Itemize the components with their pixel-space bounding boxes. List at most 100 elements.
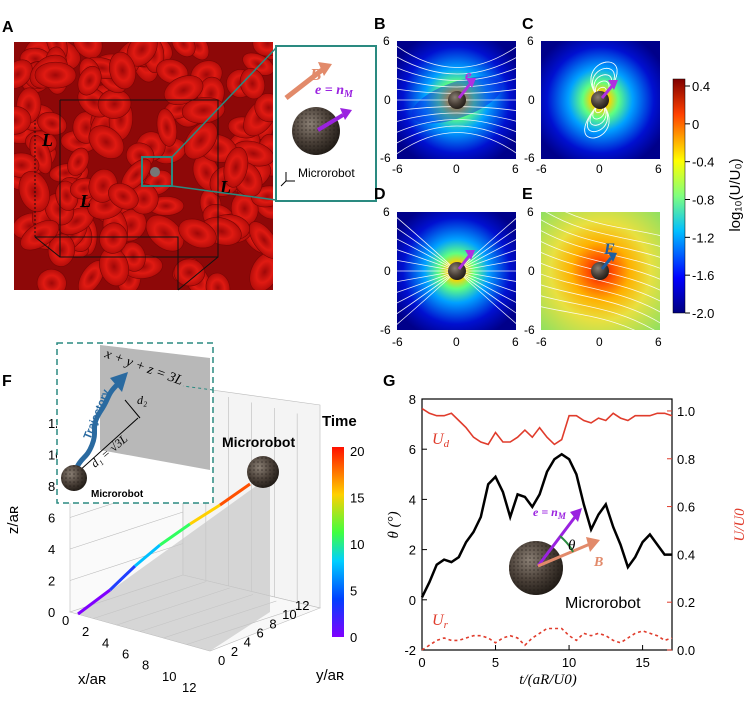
y-tick-right: 1.0 (677, 404, 695, 419)
red-blood-cell (99, 222, 128, 254)
red-blood-cell (14, 59, 33, 89)
label-f-in-e: F (603, 241, 615, 258)
colorbar-tick: 0.4 (692, 79, 710, 94)
y-tick-left: 4 (409, 492, 416, 507)
svg-text:0: 0 (528, 93, 535, 107)
chart-b-label: B (593, 555, 603, 570)
streamline (397, 119, 516, 133)
colorbar-tick: -0.4 (692, 155, 714, 170)
svg-text:-6: -6 (392, 162, 403, 176)
ur-label: Ur (432, 612, 449, 631)
trajectory-segment (219, 482, 251, 507)
panel-label-g: G (383, 373, 395, 390)
robot-in-blood (150, 167, 160, 177)
chart-microrobot-label: Microrobot (565, 595, 641, 612)
panel-label-b: B (374, 16, 386, 33)
y-tick: 2 (231, 644, 238, 659)
chart-xlabel: t/(aR/U0) (519, 672, 577, 688)
red-blood-cell (248, 221, 273, 259)
red-blood-cell (171, 42, 196, 58)
z-tick: 6 (48, 511, 55, 526)
x-tick-g: 5 (492, 655, 499, 670)
trajectory-segment (134, 543, 161, 568)
time-tick: 5 (350, 584, 357, 599)
time-tick: 20 (350, 444, 364, 459)
red-blood-cell (88, 125, 125, 159)
red-blood-cell (108, 183, 139, 210)
trajectory-segment (189, 503, 221, 526)
panel-label-d: D (374, 186, 386, 203)
box-label-l2: L (79, 191, 91, 211)
colorbar-tick: -1.2 (692, 230, 714, 245)
x-tick-g: 10 (562, 655, 576, 670)
series-U_r (421, 627, 673, 651)
svg-text:0: 0 (453, 335, 460, 349)
colorbar-title: log₁₀(U/U₀) (727, 158, 744, 231)
colorbar-tick: -1.6 (692, 268, 714, 283)
microrobot-inset: B e = nM Microrobot (275, 45, 377, 202)
red-blood-cell (67, 147, 90, 176)
streamline (397, 45, 516, 68)
inset-b-label: B (309, 65, 321, 84)
time-colorbar: Time 20 15 10 5 0 (322, 413, 364, 645)
x-tick: 4 (102, 635, 109, 650)
panel-label-a: A (2, 19, 14, 36)
streamline (397, 78, 516, 88)
z-tick: 2 (48, 574, 55, 589)
y-tick-right: 0.4 (677, 547, 695, 562)
red-blood-cell (183, 121, 218, 160)
chart-ylabel-left: θ (°) (386, 511, 402, 538)
x-tick: 0 (62, 613, 69, 628)
x-tick: 12 (182, 680, 196, 695)
red-blood-cell (77, 65, 102, 96)
svg-text:0: 0 (596, 162, 603, 176)
svg-text:6: 6 (527, 205, 534, 219)
svg-text:6: 6 (655, 162, 662, 176)
svg-text:-6: -6 (380, 151, 391, 165)
red-blood-cell (109, 51, 137, 90)
svg-text:6: 6 (383, 205, 390, 219)
svg-text:6: 6 (512, 335, 519, 349)
streamline (541, 262, 660, 302)
rbc-image (14, 42, 273, 290)
streamline (541, 273, 660, 313)
simulation-box (34, 99, 219, 291)
x-tick: 2 (82, 624, 89, 639)
red-blood-cell (72, 42, 103, 59)
label-e-in-b: e (465, 68, 472, 84)
streamline (397, 125, 516, 144)
x-tick: 6 (122, 647, 129, 662)
svg-text:6: 6 (383, 34, 390, 48)
time-tick: 0 (350, 630, 357, 645)
streamline (397, 56, 516, 75)
red-blood-cell (178, 218, 217, 249)
ud-label: Ud (432, 431, 450, 450)
chart-e-label: e = nM (533, 505, 567, 521)
y-axis-label: y/aʀ (316, 667, 344, 684)
streamline (397, 132, 516, 155)
box-label-l1: L (41, 130, 53, 150)
z-axis-label: z/aʀ (5, 506, 22, 534)
inset-e-label: e = nM (315, 83, 354, 100)
y-tick: 8 (269, 616, 276, 631)
field-arrows (457, 78, 618, 270)
trajectory-segment (108, 564, 137, 592)
y-tick-left: -2 (404, 643, 416, 658)
red-blood-cell (239, 68, 266, 100)
svg-text:0: 0 (596, 335, 603, 349)
red-blood-cell (205, 272, 231, 290)
x-tick-g: 0 (418, 655, 425, 670)
streamline (565, 212, 660, 236)
time-title: Time (322, 413, 357, 430)
x-tick: 8 (142, 658, 149, 673)
streamline (541, 306, 635, 330)
red-blood-cell (249, 251, 273, 290)
svg-text:6: 6 (655, 335, 662, 349)
y-tick-right: 0.0 (677, 643, 695, 658)
y-tick: 0 (218, 653, 225, 668)
trajectory-segment (77, 588, 111, 616)
svg-text:-6: -6 (524, 151, 535, 165)
microrobot-3d-label: Microrobot (222, 434, 295, 450)
